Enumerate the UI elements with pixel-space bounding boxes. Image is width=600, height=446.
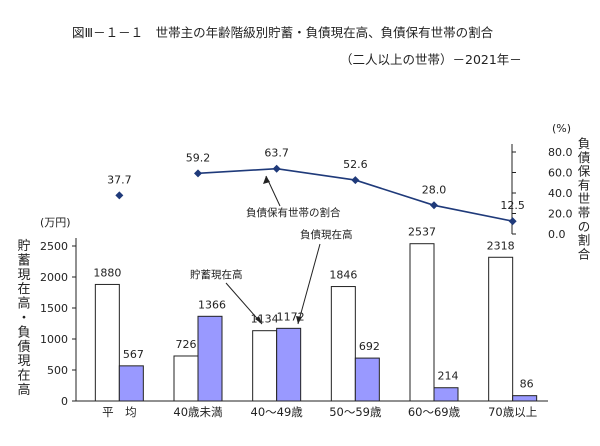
right-axis-title-char: 帯	[578, 205, 591, 220]
bar-savings	[94, 283, 120, 402]
bar-savings	[409, 243, 435, 402]
bar-savings	[330, 286, 356, 402]
category-label: 70歳以上	[488, 405, 537, 419]
category-label: 40歳未満	[173, 405, 222, 419]
left-axis-title-char: 在	[17, 369, 30, 384]
ratio-point	[115, 191, 124, 200]
right-axis-unit: (%)	[552, 122, 571, 135]
ratio-label: 28.0	[422, 183, 447, 196]
right-axis-title-char: 有	[578, 177, 591, 192]
bar-debt	[433, 387, 459, 402]
left-axis-title-char: 現	[17, 268, 30, 283]
ratio-label: 59.2	[186, 151, 211, 164]
right-axis-title-char: 債	[578, 150, 591, 165]
ratio-point	[272, 164, 281, 173]
right-tick-label: 80.0	[548, 146, 573, 159]
right-tick-label: 40.0	[548, 187, 573, 200]
left-axis-title-char: 負	[17, 325, 30, 340]
left-tick-label: 500	[47, 364, 68, 377]
annotation-savings: 貯蓄現在高	[190, 268, 243, 281]
bar-debt-label: 1366	[198, 298, 226, 311]
ratio-point	[430, 201, 438, 210]
ratio-label: 37.7	[107, 173, 132, 186]
annotation-ratio-arrowhead	[263, 176, 270, 184]
left-tick-label: 1000	[40, 333, 68, 346]
ratio-point	[351, 176, 360, 185]
right-tick-label: 20.0	[548, 208, 573, 221]
left-tick-label: 0	[61, 395, 68, 408]
bar-savings-label: 1880	[93, 266, 121, 279]
bar-savings	[252, 330, 278, 402]
right-axis-title-char: の	[578, 219, 591, 234]
right-tick-label: 60.0	[548, 167, 573, 180]
right-axis-title-char: 負	[578, 136, 591, 151]
bar-savings-label: 2537	[408, 226, 436, 239]
left-axis-title-char: 蓄	[17, 253, 30, 268]
bar-debt-label: 86	[520, 378, 534, 391]
annotation-debt-arrowhead	[296, 316, 302, 324]
annotation-debt-arrow	[297, 243, 321, 325]
left-tick-label: 2000	[40, 271, 68, 284]
category-label: 40～49歳	[251, 405, 304, 419]
bar-savings-label: 1134	[251, 313, 279, 326]
category-label: 平 均	[102, 405, 137, 419]
ratio-point	[508, 217, 517, 226]
bar-debt-label: 567	[123, 348, 144, 361]
bar-savings	[488, 256, 514, 402]
bar-debt	[276, 327, 302, 402]
left-tick-label: 2500	[40, 240, 68, 253]
right-axis-title-char: 合	[578, 246, 591, 261]
right-axis-title-char: 保	[578, 164, 591, 179]
category-label: 50～59歳	[329, 405, 382, 419]
bar-savings-label: 2318	[487, 239, 515, 252]
annotation-savings-arrowhead	[255, 316, 262, 324]
annotation-ratio: 負債保有世帯の割合	[246, 206, 341, 219]
left-axis-title-char: 現	[17, 354, 30, 369]
chart-subtitle: （二人以上の世帯）－2021年－	[340, 52, 522, 67]
ratio-point	[194, 169, 202, 178]
annotation-savings-arrow	[225, 282, 263, 325]
ratio-label: 52.6	[343, 158, 368, 171]
bar-debt	[354, 357, 380, 402]
bar-debt	[118, 365, 144, 402]
left-axis-title-char: 高	[17, 296, 30, 312]
left-axis-title-char: ・	[17, 311, 30, 326]
right-axis-title-char: 割	[578, 233, 591, 248]
bar-savings-label: 1846	[329, 269, 357, 282]
ratio-label: 12.5	[500, 199, 525, 212]
left-tick-label: 1500	[40, 302, 68, 315]
bar-savings	[173, 355, 199, 402]
bar-savings-label: 726	[176, 338, 197, 351]
category-label: 60～69歳	[408, 405, 461, 419]
left-axis-title-char: 在	[17, 282, 30, 297]
annotation-debt: 負債現在高	[300, 228, 353, 241]
bar-debt-label: 214	[438, 370, 459, 383]
bar-debt	[512, 395, 538, 402]
chart-title: 図Ⅲ－１－１ 世帯主の年齢階級別貯蓄・負債現在高、負債保有世帯の割合	[72, 25, 494, 40]
right-axis-title-char: 世	[578, 191, 591, 206]
left-axis-title-char: 債	[17, 340, 30, 355]
left-axis-title-char: 貯	[17, 239, 30, 254]
left-axis-title-char: 高	[17, 382, 30, 398]
right-tick-label: 0.0	[548, 228, 566, 241]
bar-debt	[197, 315, 223, 402]
left-axis-unit: (万円)	[40, 216, 71, 229]
bar-debt-label: 692	[359, 340, 380, 353]
ratio-label: 63.7	[264, 147, 289, 160]
